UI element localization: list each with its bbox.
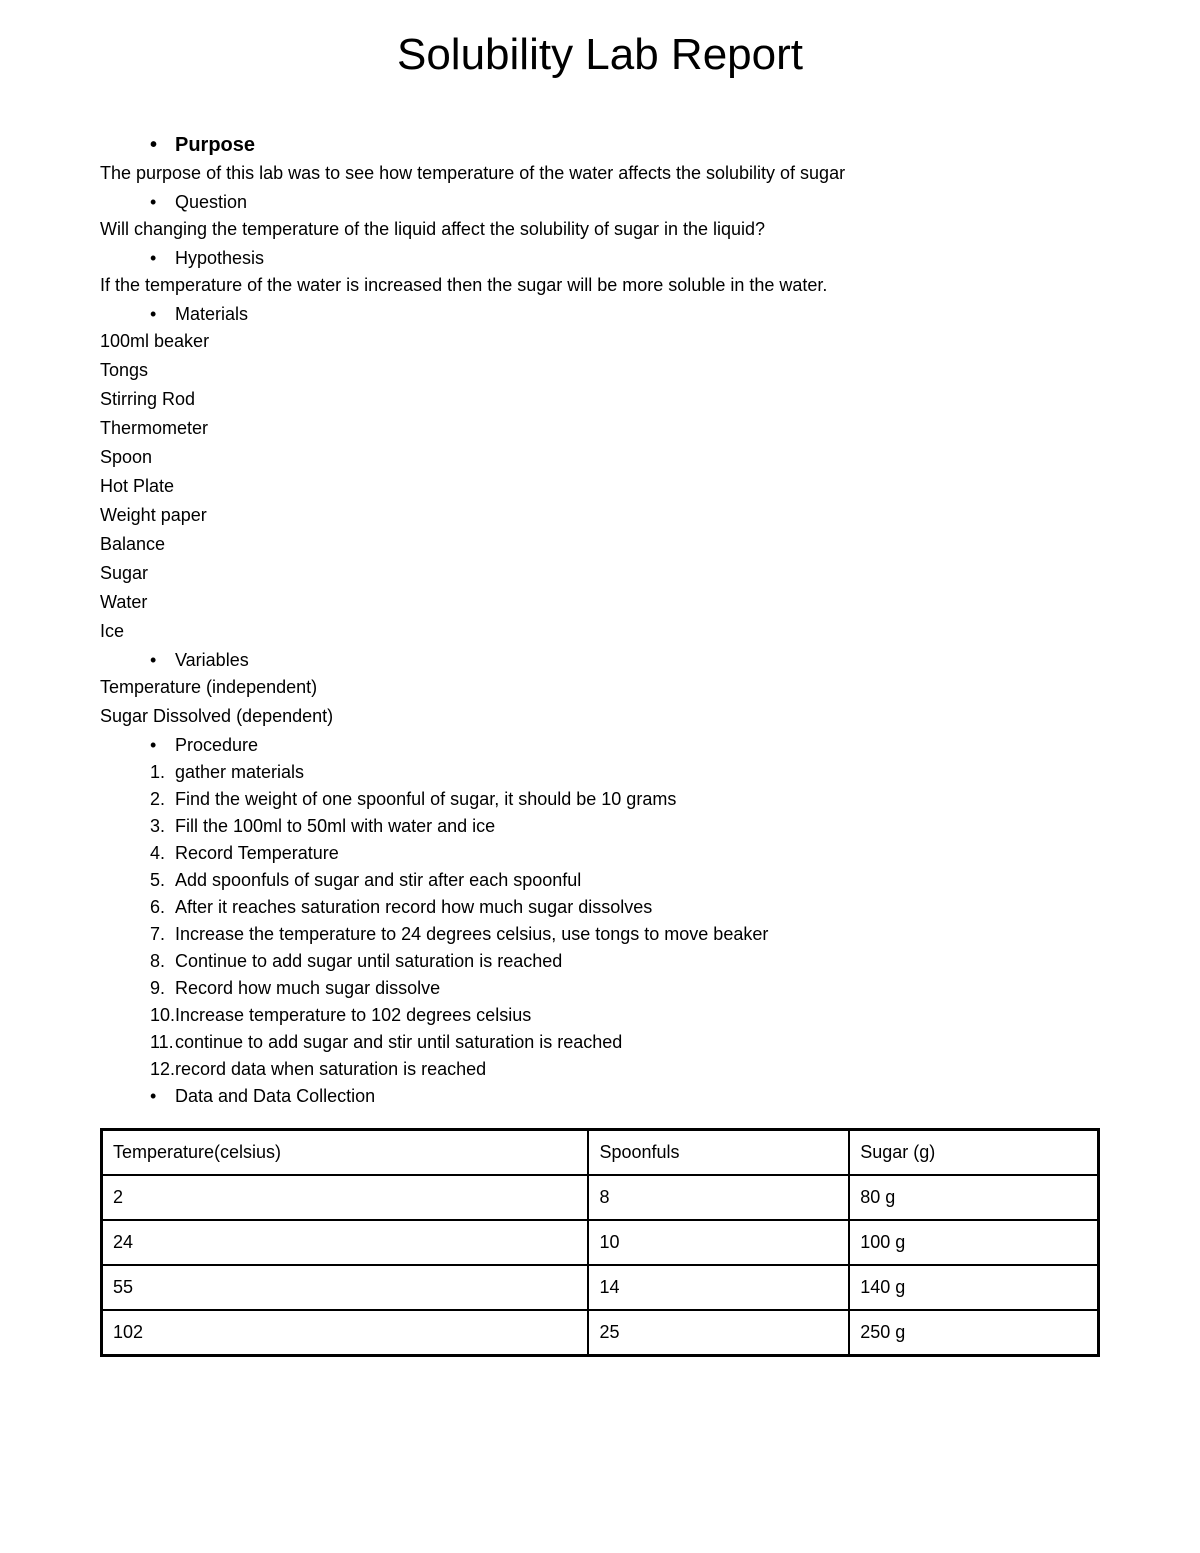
purpose-heading: Purpose [150, 130, 1100, 160]
step-text: record data when saturation is reached [175, 1059, 486, 1079]
procedure-heading: Procedure [150, 732, 1100, 759]
material-item: Spoon [100, 444, 1100, 471]
step-text: Find the weight of one spoonful of sugar… [175, 789, 676, 809]
material-item: Stirring Rod [100, 386, 1100, 413]
step-number: 9. [150, 975, 165, 1002]
step-number: 11. [150, 1029, 174, 1056]
step-text: Fill the 100ml to 50ml with water and ic… [175, 816, 495, 836]
table-cell: 250 g [849, 1310, 1098, 1356]
step-number: 6. [150, 894, 165, 921]
data-table: Temperature(celsius) Spoonfuls Sugar (g)… [100, 1128, 1100, 1357]
step-text: Add spoonfuls of sugar and stir after ea… [175, 870, 581, 890]
hypothesis-text: If the temperature of the water is incre… [100, 272, 1100, 299]
step-text: Increase temperature to 102 degrees cels… [175, 1005, 531, 1025]
step-number: 5. [150, 867, 165, 894]
step-number: 4. [150, 840, 165, 867]
document-content: Purpose The purpose of this lab was to s… [100, 130, 1100, 1357]
variable-item: Temperature (independent) [100, 674, 1100, 701]
step-text: Continue to add sugar until saturation i… [175, 951, 562, 971]
material-item: Sugar [100, 560, 1100, 587]
step-number: 8. [150, 948, 165, 975]
procedure-step: 1. gather materials [150, 759, 1100, 786]
table-header-cell: Spoonfuls [588, 1130, 849, 1176]
procedure-step: 10.Increase temperature to 102 degrees c… [150, 1002, 1100, 1029]
step-text: continue to add sugar and stir until sat… [175, 1032, 622, 1052]
step-number: 7. [150, 921, 165, 948]
procedure-step: 11.continue to add sugar and stir until … [150, 1029, 1100, 1056]
table-cell: 2 [102, 1175, 589, 1220]
table-cell: 102 [102, 1310, 589, 1356]
step-number: 12. [150, 1056, 175, 1083]
material-item: Ice [100, 618, 1100, 645]
step-number: 1. [150, 759, 165, 786]
table-cell: 10 [588, 1220, 849, 1265]
table-row: 102 25 250 g [102, 1310, 1099, 1356]
step-text: Record how much sugar dissolve [175, 978, 440, 998]
materials-heading: Materials [150, 301, 1100, 328]
variable-item: Sugar Dissolved (dependent) [100, 703, 1100, 730]
table-header-cell: Sugar (g) [849, 1130, 1098, 1176]
procedure-step: 5. Add spoonfuls of sugar and stir after … [150, 867, 1100, 894]
procedure-step: 4. Record Temperature [150, 840, 1100, 867]
table-header-cell: Temperature(celsius) [102, 1130, 589, 1176]
purpose-text: The purpose of this lab was to see how t… [100, 160, 1100, 187]
table-row: 24 10 100 g [102, 1220, 1099, 1265]
material-item: Water [100, 589, 1100, 616]
procedure-step: 3. Fill the 100ml to 50ml with water and … [150, 813, 1100, 840]
step-text: gather materials [175, 762, 304, 782]
step-text: Increase the temperature to 24 degrees c… [175, 924, 768, 944]
material-item: Hot Plate [100, 473, 1100, 500]
table-cell: 100 g [849, 1220, 1098, 1265]
material-item: 100ml beaker [100, 328, 1100, 355]
step-text: Record Temperature [175, 843, 339, 863]
procedure-step: 7. Increase the temperature to 24 degrees… [150, 921, 1100, 948]
table-cell: 55 [102, 1265, 589, 1310]
table-header-row: Temperature(celsius) Spoonfuls Sugar (g) [102, 1130, 1099, 1176]
step-number: 2. [150, 786, 165, 813]
material-item: Tongs [100, 357, 1100, 384]
step-number: 10. [150, 1002, 175, 1029]
table-row: 55 14 140 g [102, 1265, 1099, 1310]
question-text: Will changing the temperature of the liq… [100, 216, 1100, 243]
table-row: 2 8 80 g [102, 1175, 1099, 1220]
procedure-step: 8. Continue to add sugar until saturation… [150, 948, 1100, 975]
procedure-step: 12.record data when saturation is reache… [150, 1056, 1100, 1083]
data-heading: Data and Data Collection [150, 1083, 1100, 1110]
table-cell: 14 [588, 1265, 849, 1310]
table-cell: 8 [588, 1175, 849, 1220]
document-title: Solubility Lab Report [100, 30, 1100, 80]
procedure-step: 6. After it reaches saturation record how… [150, 894, 1100, 921]
table-cell: 140 g [849, 1265, 1098, 1310]
step-number: 3. [150, 813, 165, 840]
variables-heading: Variables [150, 647, 1100, 674]
table-cell: 24 [102, 1220, 589, 1265]
question-heading: Question [150, 189, 1100, 216]
table-cell: 80 g [849, 1175, 1098, 1220]
step-text: After it reaches saturation record how m… [175, 897, 652, 917]
material-item: Weight paper [100, 502, 1100, 529]
hypothesis-heading: Hypothesis [150, 245, 1100, 272]
material-item: Thermometer [100, 415, 1100, 442]
procedure-step: 9. Record how much sugar dissolve [150, 975, 1100, 1002]
material-item: Balance [100, 531, 1100, 558]
procedure-step: 2. Find the weight of one spoonful of sug… [150, 786, 1100, 813]
table-cell: 25 [588, 1310, 849, 1356]
